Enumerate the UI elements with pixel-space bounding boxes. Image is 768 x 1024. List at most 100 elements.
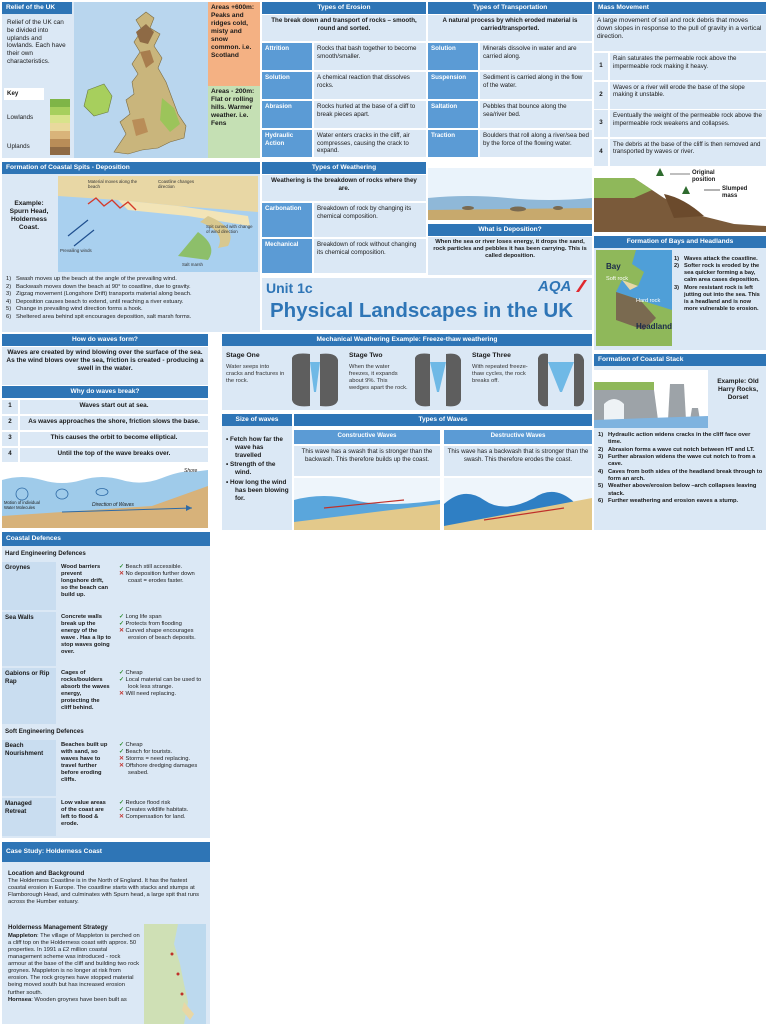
relief-text: Relief of the UK can be divided into upl… [7,19,66,66]
wavesbreak-section: Why do waves break? 1 Waves start out at … [2,386,208,530]
wave-break-diagram [2,466,208,528]
hornsea-label: Hornsea [8,996,32,1003]
stack-steps: 1) Hydraulic action widens cracks in the … [598,432,764,506]
mass-header: Mass Movement [594,2,766,14]
list-number: 1) [6,276,12,282]
list-text: Waves attack the coastline. [684,256,758,262]
stage-text: With repeated freeze-thaw cycles, the ro… [472,364,528,385]
cross-icon: ✕ [119,628,126,635]
pro-text: Protects from flooding [125,621,182,628]
rock-crack-icon [415,353,461,407]
step-text: Waves or a river will erode the base of … [610,81,766,109]
list-number: 4) [6,298,12,305]
wave-label-motion: Motion of individual Water Molecules [4,500,40,511]
term-cell: Solution [262,72,312,99]
defence-row: Managed Retreat Low value areas of the co… [2,798,210,836]
step-text: Waves start out at sea. [20,400,208,414]
pro-text: Cheap [125,742,143,748]
bays-label-hard: Hard rock [636,298,661,304]
unit-code: Unit 1c [266,280,313,296]
spit-step: 5) Change in prevailing wind direction fo… [6,306,256,313]
check-icon: ✓ [119,807,126,814]
defence-row: Sea Walls Concrete walls break up the ene… [2,612,210,666]
con-item: ✕ Storms = need replacing. [119,756,207,763]
bullet-text: Fetch how far the wave has travelled [230,436,283,459]
pro-item: ✓ Protects from flooding [119,621,207,628]
step-number: 3 [2,432,18,446]
spit-step: 6) Sheltered area behind spit encourages … [6,314,256,321]
check-icon: ✓ [119,742,126,748]
list-text: Abrasion forms a wave cut notch between … [608,446,755,453]
list-text: Deposition causes beach to extend, until… [16,298,184,305]
list-text: More resistant rock is left jutting out … [684,284,760,312]
pro-text: Beach for tourists. [125,749,173,756]
list-text: Backwash moves down the beach at 90° to … [16,283,191,290]
definition-cell: Water enters cracks in the cliff, air co… [314,130,426,157]
deposition-text: When the sea or river loses energy, it d… [428,237,592,275]
spits-steps: 1) Swash moves up the beach at the angle … [2,274,260,323]
spit-step: 3) Zigzag movement (Longshore Drift) tran… [6,291,256,298]
relief-header: Relief of the UK [2,2,72,14]
wavesform-text: Waves are created by wind blowing over t… [2,347,208,385]
defence-pros-cons: ✓ Long life span ✓ Protects from flooding… [116,612,210,666]
relief-section: Relief of the UK Relief of the UK can be… [2,2,260,158]
bays-header: Formation of Bays and Headlands [594,236,766,248]
spit-label-winds: Prevailing winds [60,248,92,253]
wave-label-direction: Direction of Waves [92,502,134,508]
rock-crack-icon [538,353,584,407]
list-number: 3) [598,454,604,461]
defence-name: Sea Walls [2,612,56,666]
list-number: 3) [6,291,12,298]
stack-example: Example: Old Harry Rocks, Dorset [717,378,759,401]
definition-cell: Pebbles that bounce along the sea/river … [480,101,592,128]
term-cell: Hydraulic Action [262,130,312,157]
list-number: 1) [674,256,680,262]
step-number: 1 [594,53,608,80]
list-text: Caves from both sides of the headland br… [608,468,763,482]
definition-cell: Rocks hurled at the base of a cliff to b… [314,101,426,128]
defence-name: Groynes [2,562,56,610]
term-cell: Solution [428,43,478,70]
list-text: Hydraulic action widens cracks in the cl… [608,432,751,446]
con-text: Offshore dredging damages seabed. [125,763,198,777]
step-number: 4 [2,448,18,462]
transport-intro: A natural process by which eroded materi… [428,15,592,41]
bullet-text: How long the wind has been blowing for. [230,479,289,502]
weathering-section: Types of Weathering Weathering is the br… [262,162,426,276]
spits-section: Formation of Coastal Spits - Deposition … [2,162,260,332]
stack-step: 5) Weather above/erosion below –arch coll… [598,483,764,497]
lowlands-label: Lowlands [7,114,34,121]
destructive-wave-diagram [444,478,592,530]
bays-label-headland: Headland [636,322,673,331]
wavetypes-header: Types of Waves [294,414,592,426]
mappleton-text: : The village of Mappleton is perched on… [8,933,140,996]
hornsea-text: : Wooden groynes have been built as [31,996,127,1003]
key-label: Key [4,88,44,100]
erosion-header: Types of Erosion [262,2,426,14]
erosion-section: Types of Erosion The break down and tran… [262,2,426,160]
slump-label-original: Original position [692,170,716,184]
bays-section: Formation of Bays and Headlands Bay Soft… [594,236,766,350]
definition-cell: Breakdown of rock by changing its chemic… [314,203,426,237]
step-text: The debris at the base of the cliff is t… [610,138,766,166]
check-icon: ✓ [119,670,126,676]
bullet-icon: • [226,436,231,443]
transport-header: Types of Transportation [428,2,592,14]
constructive-wave-diagram [294,478,440,530]
cross-icon: ✕ [119,691,126,698]
spit-label-material: Material moves along the beach [88,179,138,190]
pro-text: Creates wildlife habitats. [125,807,189,814]
destructive-text: This wave has a backwash that is stronge… [444,446,592,476]
term-cell: Suspension [428,72,478,99]
defence-desc: Concrete walls break up the energy of th… [58,612,114,666]
con-item: ✕ No deposition further down coast = ero… [119,571,207,585]
con-item: ✕ Curved shape encourages erosion of bea… [119,628,207,642]
list-text: Weather above/erosion below –arch collap… [608,483,757,497]
defence-pros-cons: ✓ Cheap ✓ Beach for tourists. ✕ Storms = n… [116,740,210,796]
spits-steps-wrap: 1) Swash moves up the beach at the angle … [2,274,260,332]
list-number: 2) [598,446,604,453]
list-number: 4) [598,468,604,475]
constructive-title: Constructive Waves [294,430,440,444]
pro-text: Reduce flood risk [125,800,171,806]
pro-item: ✓ Reduce flood risk [119,800,207,807]
